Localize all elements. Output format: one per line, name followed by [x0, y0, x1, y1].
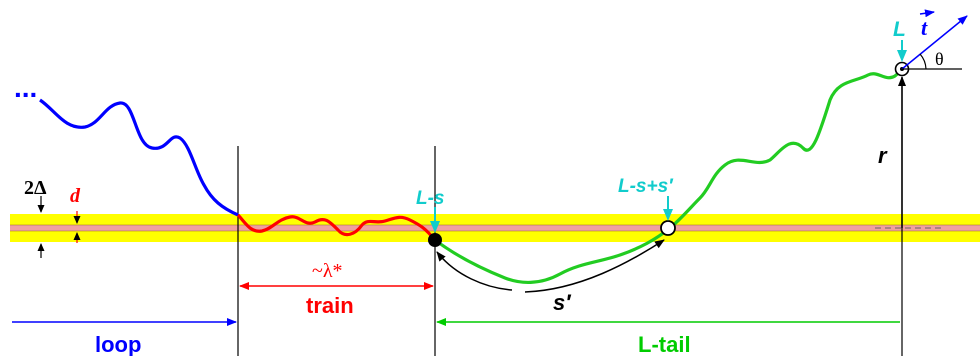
sprime-arrow-back [436, 251, 513, 291]
d-label: d [70, 185, 81, 207]
L-label: L [893, 18, 906, 41]
r-label: r [878, 143, 888, 168]
sprime-arrow-forward [524, 239, 665, 293]
t-vector-bar [919, 9, 935, 18]
l-minus-s-plus-sprime-label: L-s+s′ [618, 176, 674, 197]
sprime-label: s′ [553, 290, 572, 315]
train-label: train [306, 293, 354, 318]
theta-label: θ [935, 49, 944, 69]
tail-segment [434, 68, 904, 284]
tail-contact-point [660, 220, 676, 236]
t-label: t [921, 15, 928, 40]
train-segment [236, 213, 437, 242]
l-minus-s-label: L-s [416, 188, 445, 209]
ellipsis-label: ... [14, 72, 37, 103]
loop-segment [39, 98, 239, 217]
two-delta-label: 2Δ [24, 177, 47, 199]
ltail-label: L-tail [638, 332, 691, 356]
lambda-label: ~λ* [312, 260, 343, 282]
tangent-vector [901, 15, 968, 70]
loop-label: loop [95, 332, 141, 356]
theta-angle-arc [919, 53, 927, 70]
train-end-point [428, 233, 442, 247]
